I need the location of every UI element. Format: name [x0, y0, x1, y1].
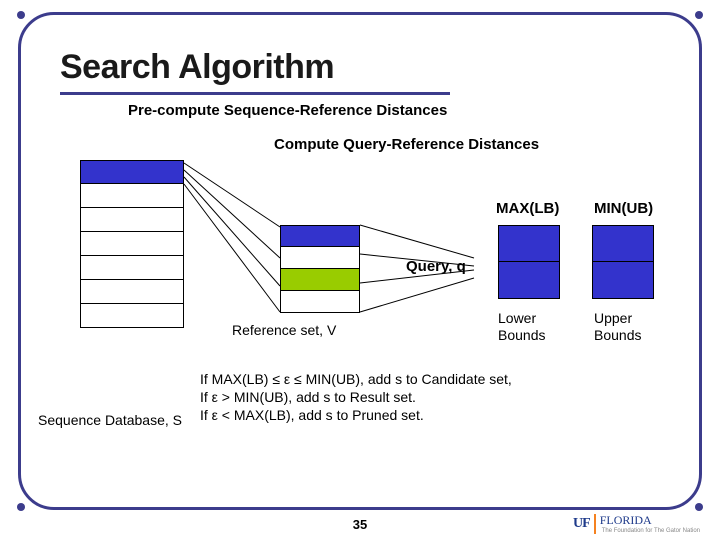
logo-bar	[594, 514, 596, 534]
label-lower: Lower Bounds	[498, 310, 545, 344]
cell	[498, 262, 560, 299]
logo-word: FLORIDA	[600, 513, 700, 528]
corner-dot	[17, 503, 25, 511]
logo-uf: UF FLORIDA The Foundation for The Gator …	[573, 513, 700, 534]
corner-dot	[695, 11, 703, 19]
rules-line-1: If MAX(LB) ≤ ε ≤ MIN(UB), add s to Candi…	[200, 370, 512, 389]
cell	[280, 291, 360, 313]
rules-line-2: If ε > MIN(UB), add s to Result set.	[200, 388, 416, 407]
rules-line-3: If ε < MAX(LB), add s to Pruned set.	[200, 406, 424, 425]
cell	[592, 262, 654, 299]
label-upper: Upper Bounds	[594, 310, 641, 344]
label-precompute: Pre-compute Sequence-Reference Distances	[128, 102, 447, 119]
cell	[80, 280, 184, 304]
label-query: Query, q	[406, 258, 466, 275]
page-number: 35	[353, 517, 367, 532]
cell	[280, 225, 360, 247]
cell	[498, 225, 560, 262]
column-seqdb	[80, 160, 184, 328]
page-title: Search Algorithm	[60, 48, 334, 87]
cell	[80, 232, 184, 256]
cell	[80, 256, 184, 280]
label-minub: MIN(UB)	[594, 200, 653, 217]
corner-dot	[17, 11, 25, 19]
column-lower	[498, 225, 560, 299]
column-upper	[592, 225, 654, 299]
cell	[280, 247, 360, 269]
cell	[80, 208, 184, 232]
cell	[80, 184, 184, 208]
logo-tagline: The Foundation for The Gator Nation	[602, 528, 700, 534]
title-underline	[60, 92, 450, 95]
label-maxlb: MAX(LB)	[496, 200, 559, 217]
cell	[80, 304, 184, 328]
label-compute: Compute Query-Reference Distances	[274, 136, 539, 153]
corner-dot	[695, 503, 703, 511]
logo-uf-letters: UF	[573, 516, 590, 532]
cell	[280, 269, 360, 291]
label-seqdb: Sequence Database, S	[38, 412, 182, 428]
cell	[592, 225, 654, 262]
label-refset: Reference set, V	[232, 322, 336, 338]
cell	[80, 160, 184, 184]
column-refset	[280, 225, 360, 313]
